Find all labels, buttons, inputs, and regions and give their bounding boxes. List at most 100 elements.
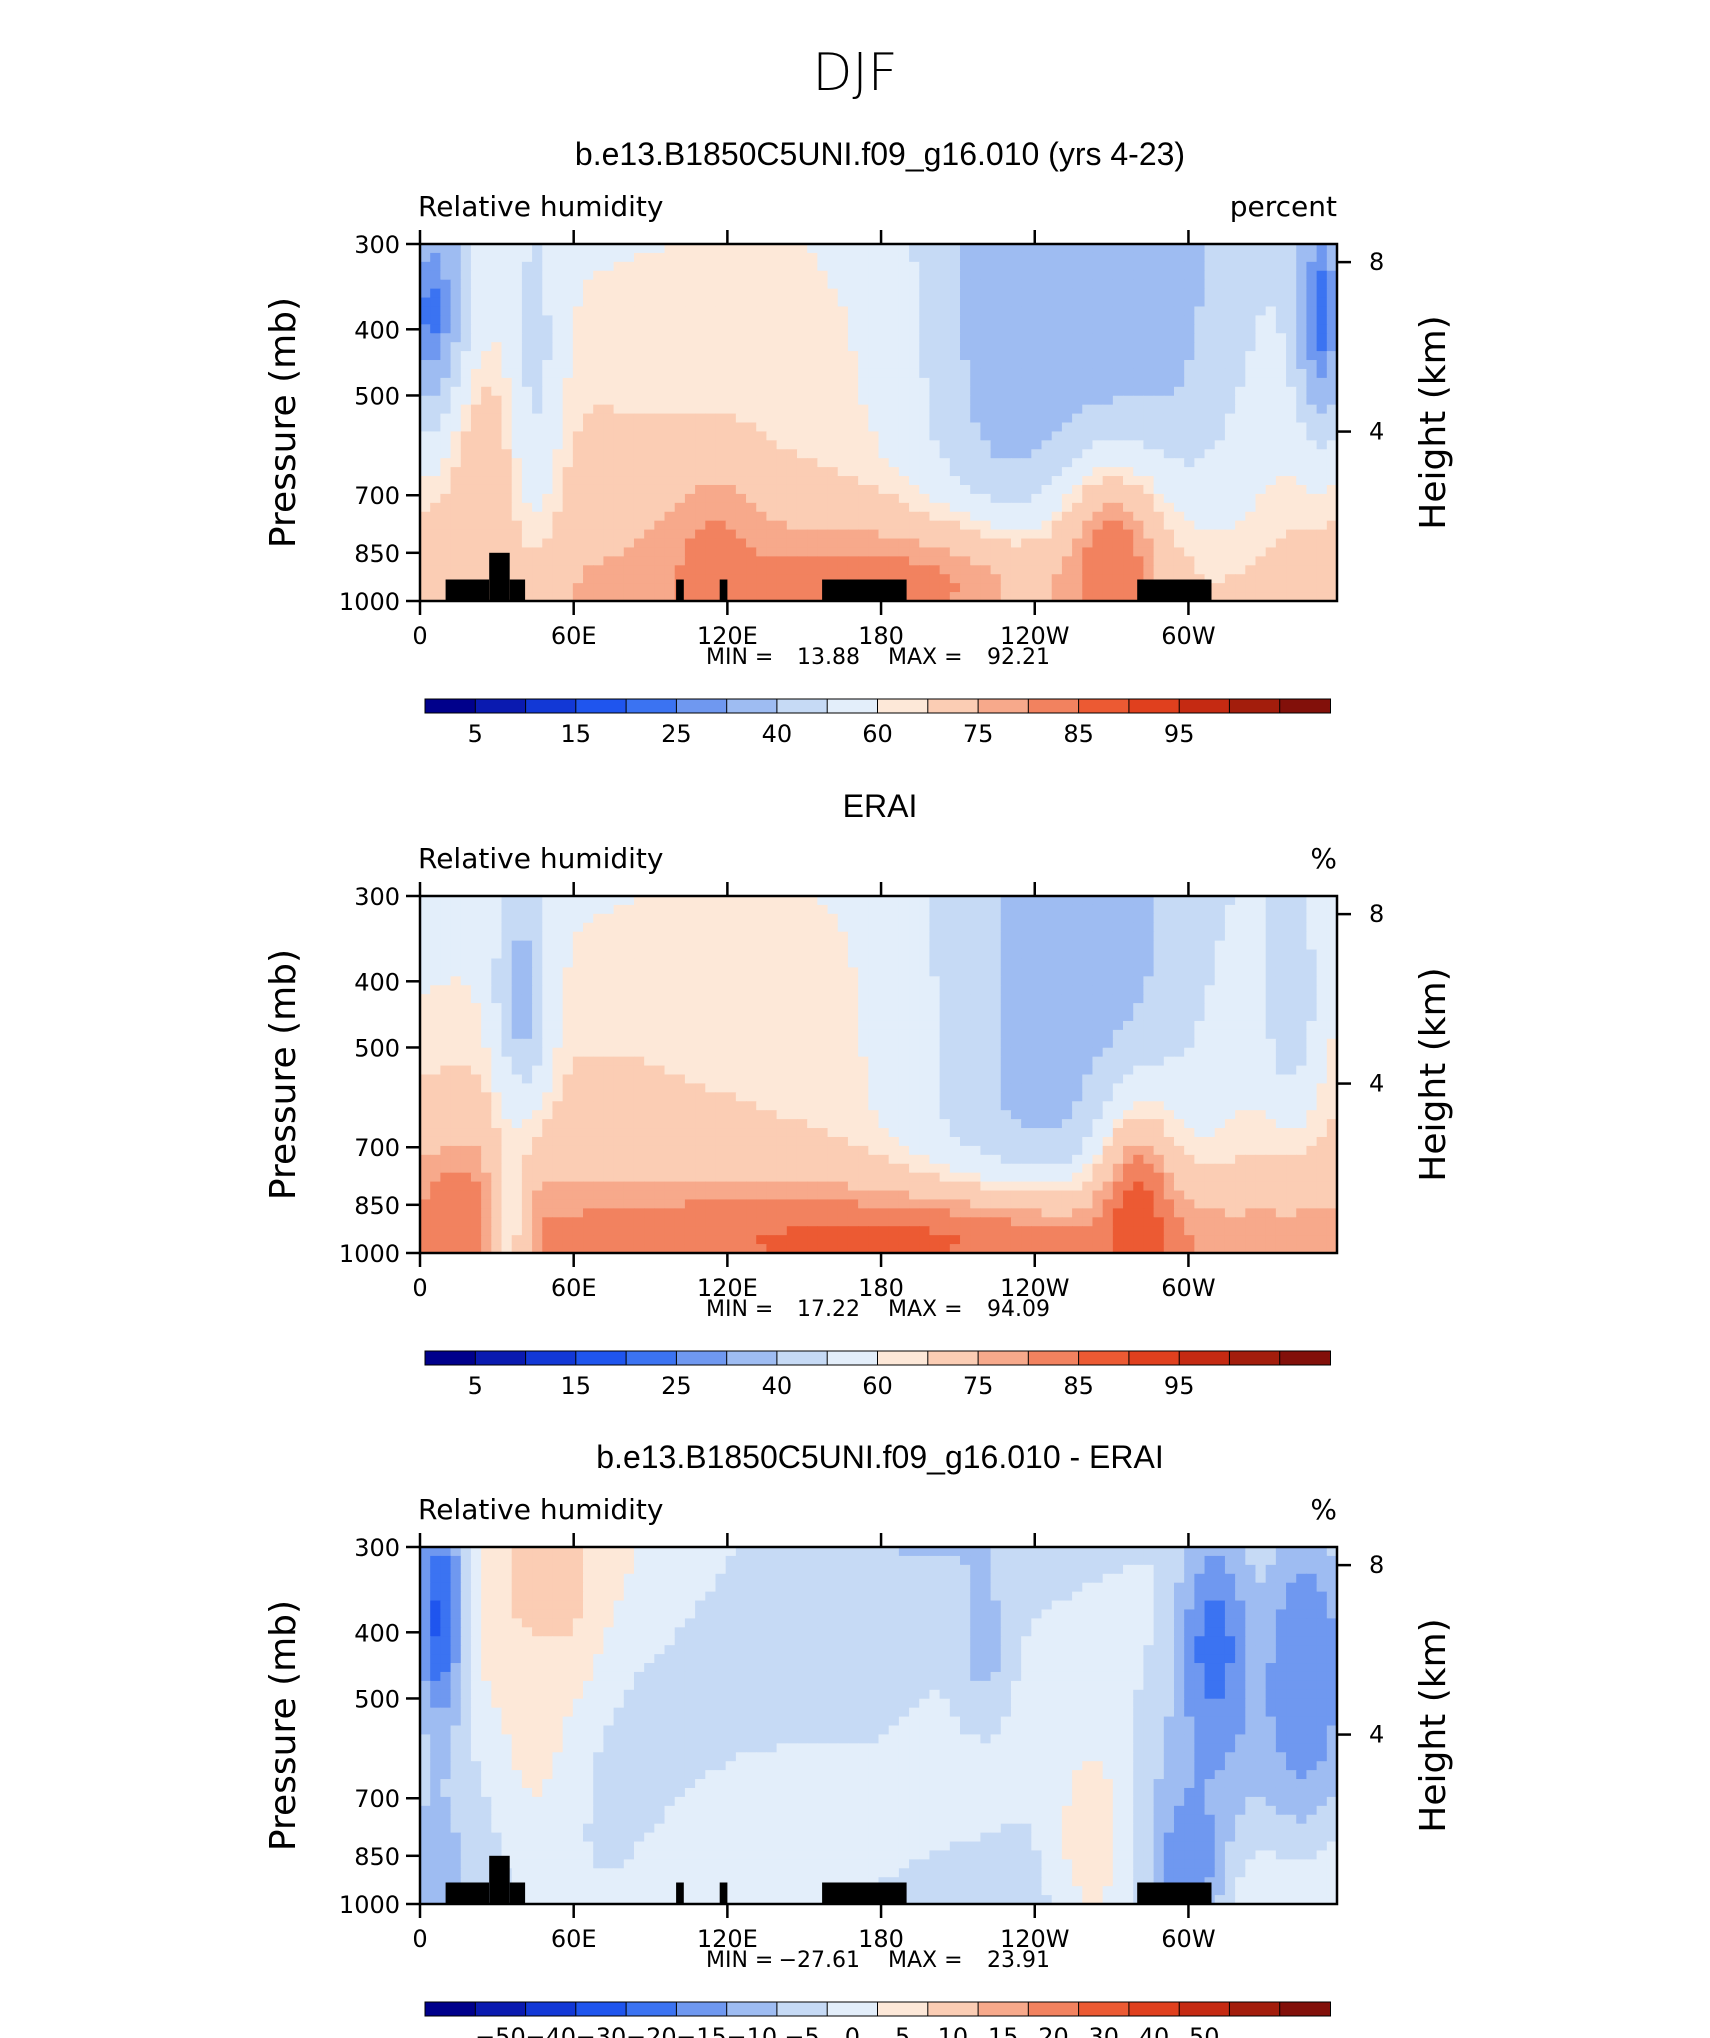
contour-cell [450,351,462,361]
contour-cell [847,922,859,933]
contour-cell [1184,244,1195,254]
contour-cell [1072,279,1083,290]
contour-cell [623,985,635,995]
contour-cell [796,1012,808,1022]
contour-cell [735,592,747,602]
contour-cell [491,360,503,370]
contour-cell [572,913,584,924]
contour-cell [552,985,564,995]
contour-cell [1143,288,1155,299]
contour-cell [1153,556,1165,566]
contour-cell [1061,940,1073,951]
contour-cell [796,484,808,495]
contour-cell [1051,306,1063,317]
contour-cell [888,368,900,379]
contour-cell [1255,958,1267,969]
contour-cell [796,529,808,540]
contour-cell [633,913,645,924]
contour-cell [939,368,951,379]
contour-cell [1143,940,1155,951]
contour-cell [1173,565,1185,575]
contour-cell [1021,252,1032,263]
contour-cell [847,431,859,441]
contour-cell [929,583,941,593]
contour-cell [684,547,696,557]
contour-cell [796,1020,808,1031]
contour-cell [521,261,533,272]
contour-cell [501,520,513,531]
contour-cell [1326,244,1338,254]
contour-cell [1102,940,1114,951]
contour-cell [521,1003,533,1013]
contour-cell [1000,565,1012,575]
contour-cell [1204,244,1216,254]
contour-cell [440,440,452,450]
contour-cell [1326,484,1338,495]
contour-cell [776,976,788,986]
contour-cell [960,484,971,495]
contour-cell [593,565,604,575]
contour-cell [674,931,686,942]
contour-cell [735,493,747,504]
contour-cell [1265,520,1277,531]
contour-cell [1000,529,1012,540]
contour-cell [735,904,747,915]
contour-cell [970,913,981,924]
contour-cell [511,270,523,281]
contour-cell [1316,502,1328,513]
contour-cell [1163,476,1175,486]
contour-cell [1010,297,1022,308]
contour-cell [491,315,503,325]
contour-cell [623,449,635,459]
contour-cell [1041,413,1053,424]
contour-cell [1286,386,1297,397]
contour-cell [919,377,931,388]
contour-cell [1102,395,1114,406]
contour-cell [1326,386,1338,397]
contour-cell [1286,404,1297,415]
contour-cell [460,252,472,263]
contour-cell [735,913,747,924]
contour-cell [868,333,880,343]
contour-cell [501,940,513,951]
contour-cell [1133,985,1145,995]
contour-cell [470,529,482,540]
contour-cell [1163,547,1175,557]
contour-cell [949,306,961,317]
contour-cell [1255,976,1267,986]
contour-cell [430,565,441,575]
contour-cell [858,279,869,290]
contour-cell [980,896,992,906]
contour-cell [562,252,574,263]
contour-cell [909,913,920,924]
contour-cell [746,467,757,477]
contour-cell [1051,931,1063,942]
contour-cell [583,324,594,334]
contour-cell [898,896,910,906]
contour-cell [572,574,584,584]
contour-cell [1235,368,1246,379]
contour-cell [868,1012,880,1022]
contour-cell [1082,440,1094,450]
contour-cell [1031,538,1043,549]
contour-cell [501,422,513,433]
contour-cell [705,395,717,406]
contour-cell [674,342,686,352]
contour-cell [1041,913,1053,924]
contour-cell [562,913,574,924]
contour-cell [1245,368,1257,379]
contour-cell [470,333,482,343]
contour-cell [1021,529,1032,540]
contour-cell [491,476,503,486]
contour-cell [888,244,900,254]
contour-cell [919,931,931,942]
contour-cell [735,940,747,951]
contour-cell [1051,511,1063,522]
contour-cell [1123,351,1134,361]
contour-cell [684,422,696,433]
contour-cell [837,1003,849,1013]
contour-cell [868,913,880,924]
contour-cell [1316,458,1328,468]
contour-cell [1224,913,1236,924]
contour-cell [868,279,880,290]
